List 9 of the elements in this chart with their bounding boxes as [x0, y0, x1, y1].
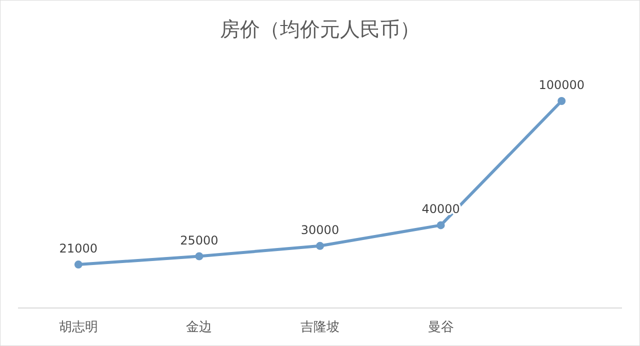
- data-label: 30000: [300, 222, 340, 237]
- x-tick: 曼谷: [428, 320, 454, 335]
- x-tick: 吉隆坡: [300, 320, 340, 335]
- data-label: 21000: [59, 242, 98, 256]
- title: 房价（均价元人民币）: [220, 17, 420, 41]
- data-label: 25000: [180, 233, 218, 248]
- x-tick: 金边: [186, 320, 212, 335]
- data-label: 100000: [538, 78, 584, 92]
- x-tick: 胡志明: [58, 320, 98, 335]
